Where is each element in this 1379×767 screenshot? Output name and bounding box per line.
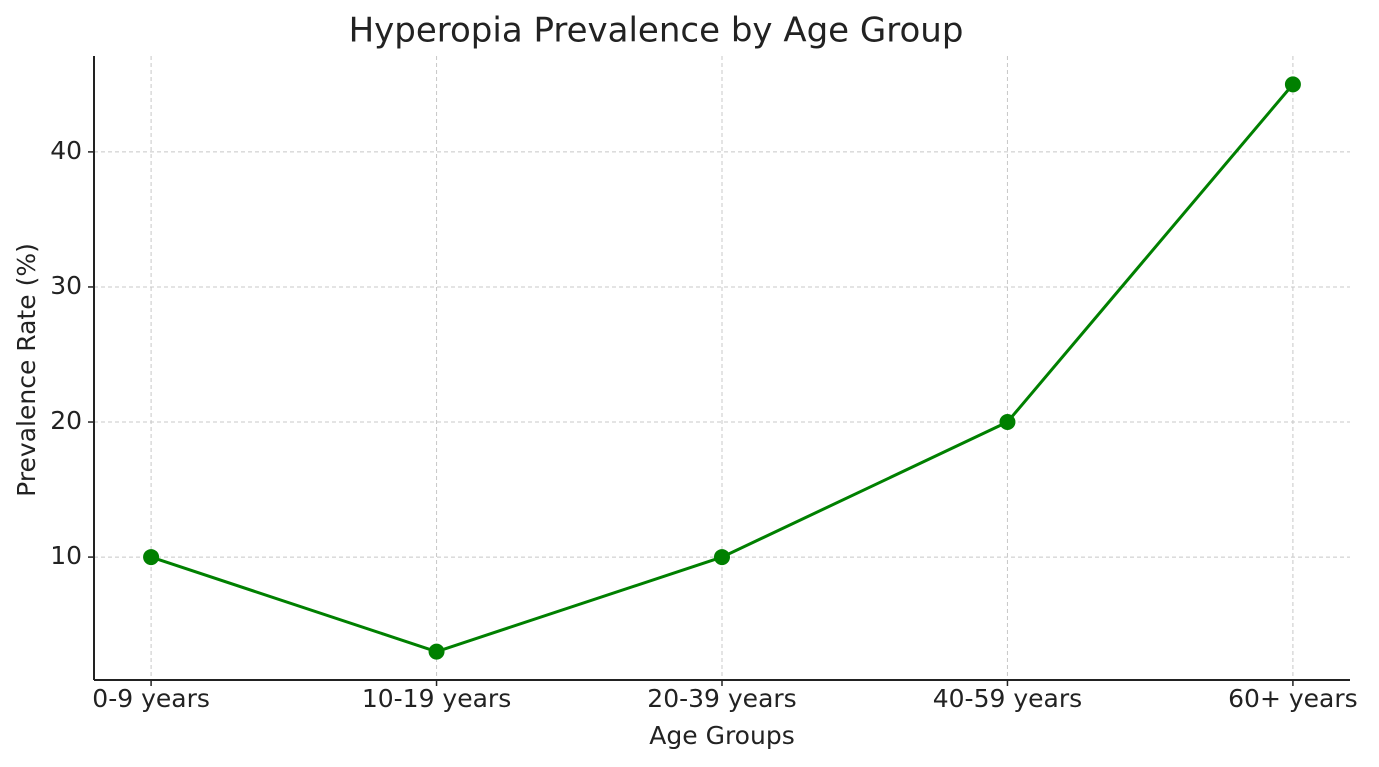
y-tick-label: 10 — [50, 541, 82, 570]
x-tick-label: 10-19 years — [362, 684, 511, 713]
x-tick-label: 40-59 years — [933, 684, 1082, 713]
y-tick-label: 40 — [50, 136, 82, 165]
data-point — [999, 414, 1016, 431]
chart-title: Hyperopia Prevalence by Age Group — [349, 11, 964, 51]
data-point — [143, 549, 160, 566]
data-point — [428, 643, 445, 660]
y-tick-label: 30 — [50, 271, 82, 300]
data-point — [1284, 76, 1301, 93]
x-tick-label: 20-39 years — [647, 684, 796, 713]
x-tick-label: 0-9 years — [92, 684, 210, 713]
x-axis-label: Age Groups — [649, 721, 794, 750]
x-tick-label: 60+ years — [1228, 684, 1358, 713]
data-point — [714, 549, 730, 566]
y-axis-label: Prevalence Rate (%) — [12, 243, 41, 497]
y-tick-label: 20 — [50, 406, 82, 435]
